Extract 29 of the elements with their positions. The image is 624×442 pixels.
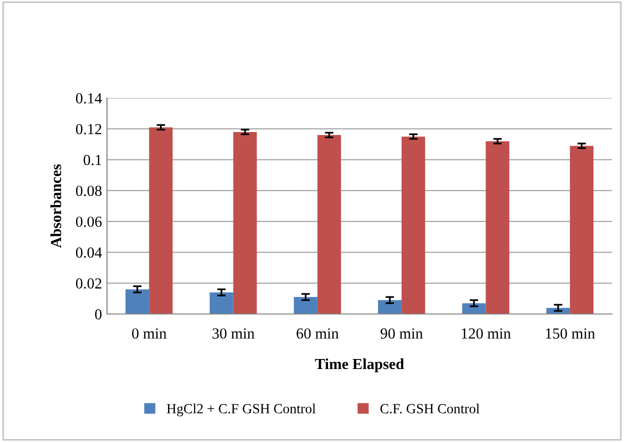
bar bbox=[294, 297, 318, 314]
bar bbox=[570, 146, 594, 314]
y-tick-label: 0.02 bbox=[76, 278, 102, 289]
legend-label: C.F. GSH Control bbox=[380, 404, 480, 414]
y-tick-label: 0.1 bbox=[84, 154, 102, 166]
x-tick-label: 90 min bbox=[380, 328, 423, 339]
x-tick-label: 0 min bbox=[132, 328, 166, 339]
bar bbox=[486, 141, 510, 314]
y-axis-title: Absorbances bbox=[50, 164, 62, 248]
y-tick-label: 0 bbox=[95, 309, 102, 320]
bar bbox=[233, 132, 257, 314]
bar bbox=[402, 136, 426, 314]
bar bbox=[317, 135, 341, 314]
bar bbox=[210, 292, 234, 314]
y-tick-label: 0.06 bbox=[76, 216, 102, 227]
x-tick-label: 150 min bbox=[546, 328, 595, 339]
legend-label: HgCl2 + C.F GSH Control bbox=[166, 404, 316, 416]
bar bbox=[126, 289, 150, 314]
x-axis-title: Time Elapsed bbox=[315, 358, 404, 372]
x-tick-label: 60 min bbox=[296, 328, 339, 339]
bar bbox=[462, 303, 486, 314]
bar bbox=[149, 127, 173, 314]
y-tick-label: 0.12 bbox=[76, 124, 102, 134]
x-tick-label: 30 min bbox=[212, 328, 254, 339]
y-tick-label: 0.04 bbox=[76, 247, 102, 258]
x-tick-label: 120 min bbox=[462, 328, 511, 339]
y-tick-label: 0.08 bbox=[76, 186, 102, 196]
y-tick-label: 0.14 bbox=[76, 93, 102, 104]
bar bbox=[378, 300, 402, 314]
